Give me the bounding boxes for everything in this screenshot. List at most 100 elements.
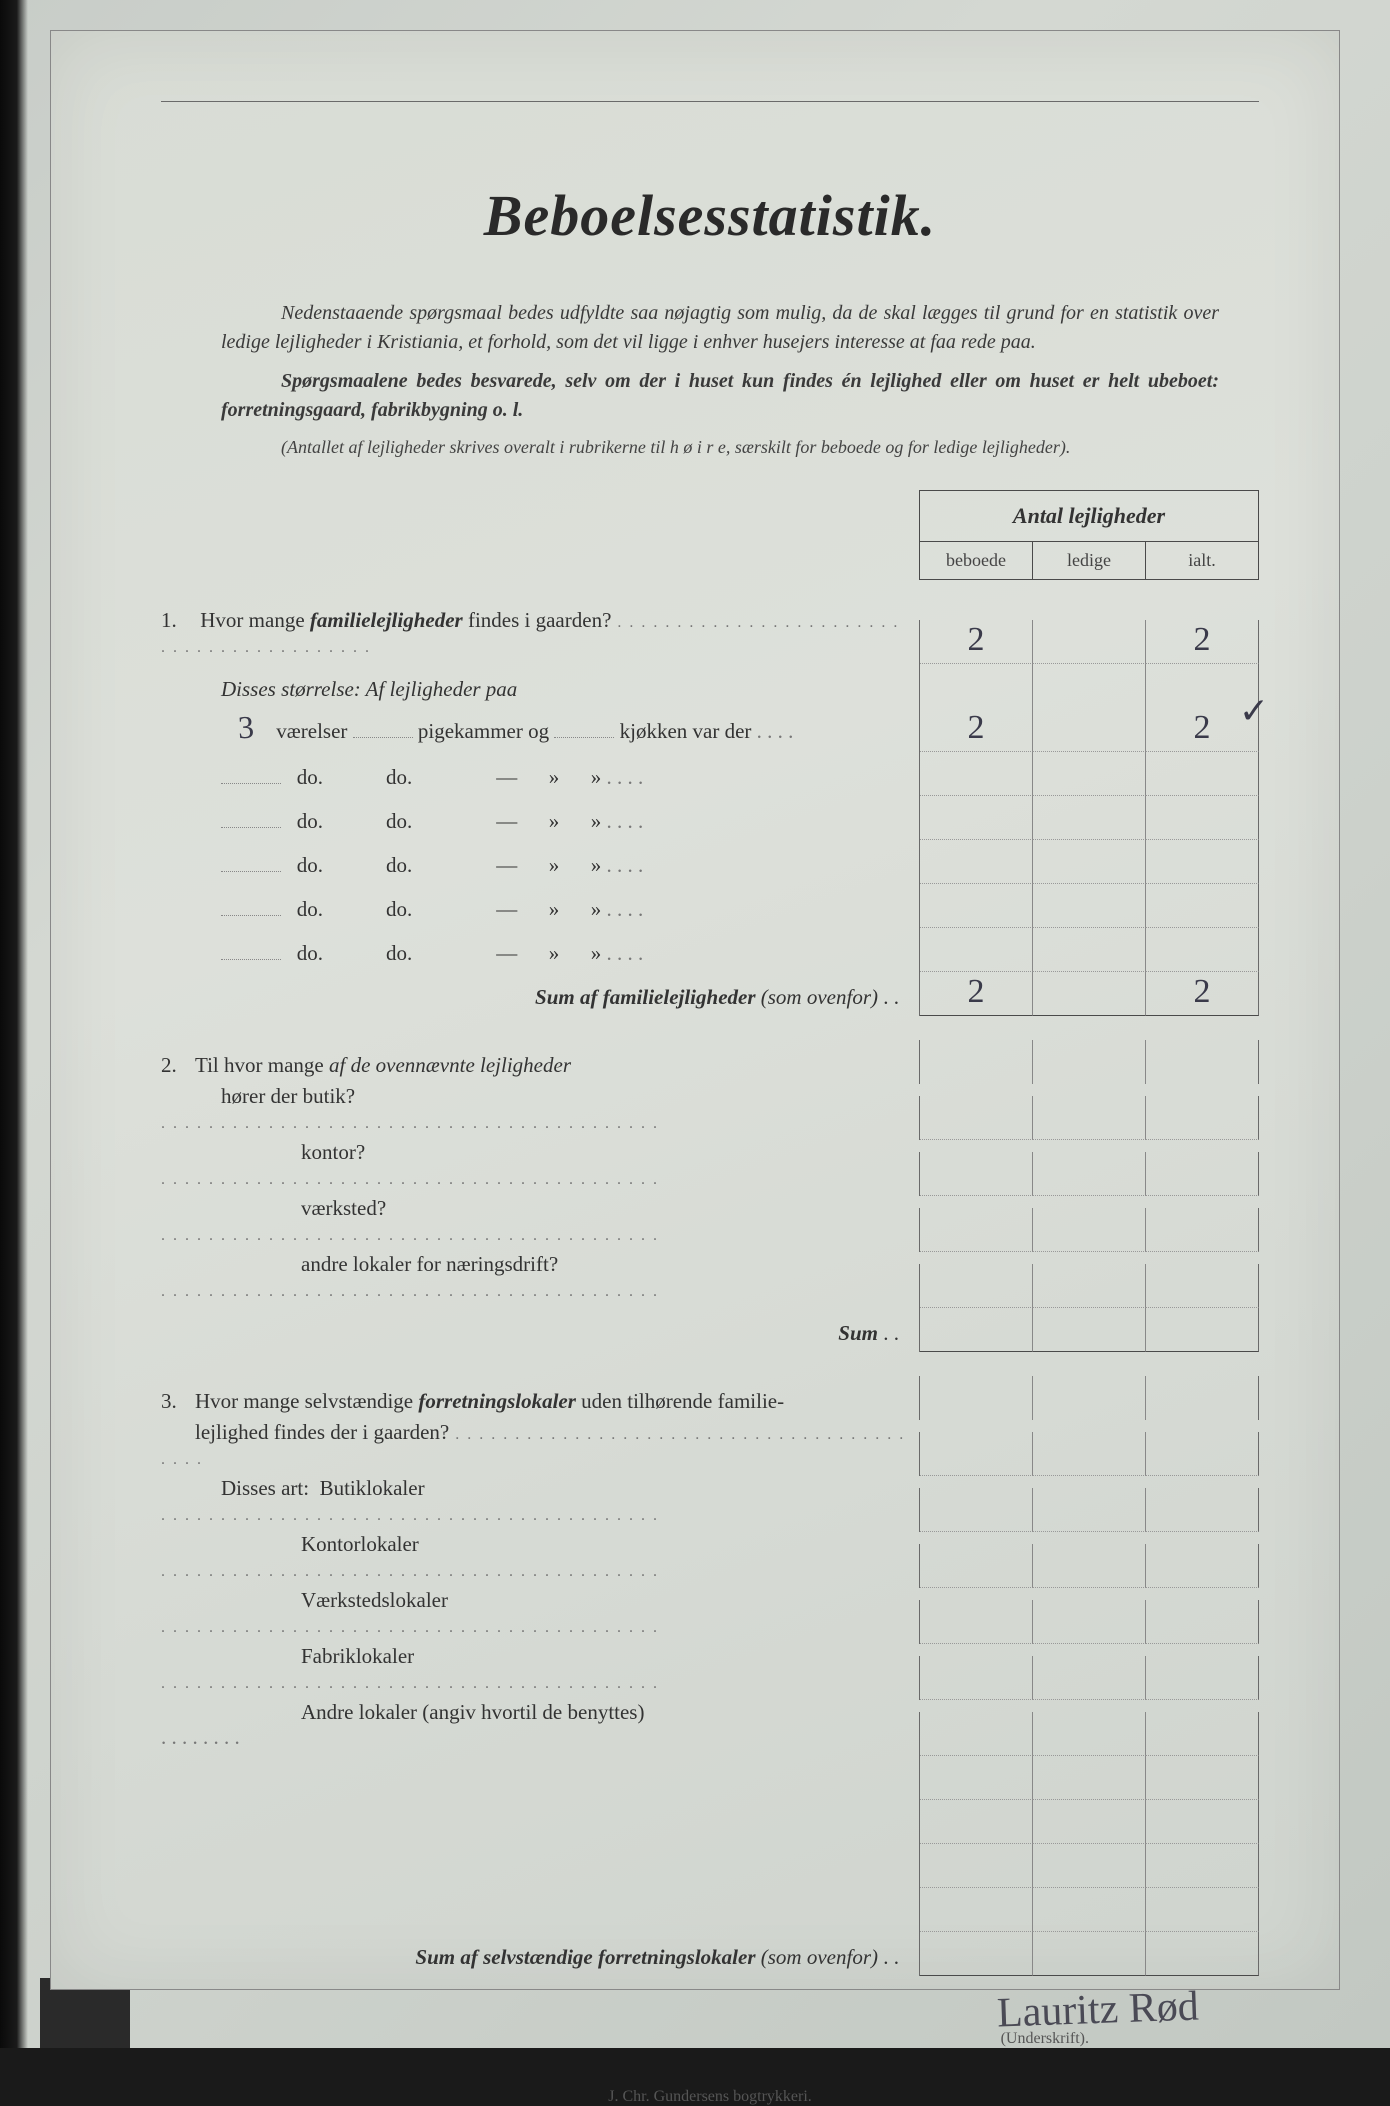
q3-sum-row: Sum af selvstændige forretningslokaler (…: [161, 1932, 1259, 1976]
intro-paragraph-1: Nedenstaaende spørgsmaal bedes udfyldte …: [221, 299, 1219, 357]
raquo-3a: »: [549, 853, 560, 877]
column-subheaders: beboede ledige ialt.: [920, 542, 1258, 579]
dash-4: —: [496, 897, 517, 921]
column-header-main: Antal lejligheder: [920, 491, 1258, 542]
raquo-4b: »: [591, 897, 602, 921]
do-3a: do.: [297, 853, 323, 877]
raquo-1b: »: [591, 765, 602, 789]
q2-text: Til hvor mange af de ovennævnte lejlighe…: [195, 1053, 571, 1077]
signature: Lauritz Rød: [996, 1983, 1199, 2038]
q3-fabrik: Fabriklokaler: [161, 1644, 1259, 1700]
rooms-ledige: [1033, 708, 1146, 752]
q1-rooms-label: 3 værelser pigekammer og kjøkken var der…: [161, 709, 919, 752]
rooms-beboede: 2: [920, 708, 1033, 752]
raquo-3b: »: [591, 853, 602, 877]
blank-row-3: [161, 1844, 1259, 1888]
table-body: 1. Hvor mange familielejligheder findes …: [161, 490, 1259, 1976]
col-beboede: beboede: [920, 542, 1033, 579]
q2-vaerksted: værksted?: [161, 1196, 1259, 1252]
q1-text-b: familielejligheder: [310, 608, 463, 632]
q1-row: 1. Hvor mange familielejligheder findes …: [161, 608, 1259, 664]
q3-sum-label: Sum af selvstændige forretningslokaler: [415, 1945, 755, 1969]
q3-text-c: uden tilhørende familie-: [576, 1389, 784, 1413]
left-edge-shadow: [0, 0, 28, 2048]
q3-butik: Disses art: Butiklokaler: [161, 1476, 1259, 1532]
do-5b: do.: [386, 941, 412, 965]
signature-area: Lauritz Rød (Underskrift).: [161, 1986, 1259, 2048]
intro-text-3: (Antallet af lejligheder skrives overalt…: [281, 437, 1070, 457]
q1-sum-row: Sum af familielejligheder (som ovenfor) …: [161, 972, 1259, 1016]
q1-sum-label: Sum af familielejligheder: [535, 985, 756, 1009]
q1-sum-ledige: [1033, 972, 1146, 1016]
page-title: Beboelsesstatistik.: [161, 182, 1259, 249]
raquo-5a: »: [549, 941, 560, 965]
q3-line-4: Andre lokaler (angiv hvortil de benyttes…: [161, 1700, 909, 1725]
q3-text-d: lejlighed findes der i gaarden?: [161, 1420, 449, 1444]
document-page: Beboelsesstatistik. Nedenstaaende spørgs…: [50, 30, 1340, 1990]
blank-row-2: [161, 1800, 1259, 1844]
do-row-4: do. do. — » » . . . .: [161, 884, 1259, 928]
q2-sum-label: Sum: [838, 1321, 878, 1345]
do-5a: do.: [297, 941, 323, 965]
q1-ledige: [1033, 620, 1146, 664]
dash-5: —: [496, 941, 517, 965]
dash-3: —: [496, 853, 517, 877]
q2-row: 2.Til hvor mange af de ovennævnte lejlig…: [161, 1040, 1259, 1084]
q1-sub: Disses størrelse: Af lejligheder paa: [221, 677, 517, 701]
col-ialt: ialt.: [1146, 542, 1258, 579]
blank-row-1: [161, 1756, 1259, 1800]
q3-text-a: Hvor mange selvstændige: [195, 1389, 418, 1413]
raquo-4a: »: [549, 897, 560, 921]
intro-text-2: Spørgsmaalene bedes besvarede, selv om d…: [221, 370, 1219, 421]
q3-line-1: Kontorlokaler: [161, 1532, 909, 1557]
do-row-3: do. do. — » » . . . .: [161, 840, 1259, 884]
q2-line-1: kontor?: [161, 1140, 909, 1165]
col-ledige: ledige: [1033, 542, 1146, 579]
q3-line-0: Butiklokaler: [320, 1476, 425, 1500]
q2-butik: hører der butik?: [161, 1084, 1259, 1140]
intro-paragraph-3: (Antallet af lejligheder skrives overalt…: [221, 435, 1219, 460]
q1-ialt: 2: [1146, 620, 1259, 664]
q1-text-a: Hvor mange: [200, 608, 310, 632]
raquo-5b: »: [591, 941, 602, 965]
handwritten-rooms: 3: [220, 708, 272, 748]
raquo-2b: »: [591, 809, 602, 833]
dash-2: —: [496, 809, 517, 833]
column-header-box: Antal lejligheder beboede ledige ialt.: [919, 490, 1259, 580]
q1-sum-suffix: (som ovenfor): [756, 985, 878, 1009]
dash-1: —: [496, 765, 517, 789]
q3-row-b: lejlighed findes der i gaarden?: [161, 1420, 1259, 1476]
q1-text-c: findes i gaarden?: [463, 608, 612, 632]
do-2b: do.: [386, 809, 412, 833]
q3-sub: Disses art:: [221, 1476, 309, 1500]
q3-vaerksted: Værkstedslokaler: [161, 1588, 1259, 1644]
do-row-2: do. do. — » » . . . .: [161, 796, 1259, 840]
do-row-5: do. do. — » » . . . .: [161, 928, 1259, 972]
do-2a: do.: [297, 809, 323, 833]
q3-sum-suffix: (som ovenfor): [756, 1945, 878, 1969]
q2-andre: andre lokaler for næringsdrift?: [161, 1252, 1259, 1308]
q1-size-row: Disses størrelse: Af lejligheder paa: [161, 664, 1259, 708]
q3-text-b: forretningslokaler: [418, 1389, 576, 1413]
q3-kontor: Kontorlokaler: [161, 1532, 1259, 1588]
checkmark-icon: ✓: [1239, 690, 1269, 732]
do-4b: do.: [386, 897, 412, 921]
form-table: Antal lejligheder beboede ledige ialt. 1…: [161, 490, 1259, 1976]
q2-line-2: værksted?: [161, 1196, 909, 1221]
do-4a: do.: [297, 897, 323, 921]
raquo-2a: »: [549, 809, 560, 833]
do-1b: do.: [386, 765, 412, 789]
q1-sum-ialt: 2: [1146, 972, 1259, 1016]
do-1a: do.: [297, 765, 323, 789]
kjokken: kjøkken var der: [620, 719, 752, 743]
intro-text-1: Nedenstaaende spørgsmaal bedes udfyldte …: [221, 302, 1219, 353]
blank-row-4: [161, 1888, 1259, 1932]
q1-beboede: 2: [920, 620, 1033, 664]
printer-line: J. Chr. Gundersens bogtrykkeri.: [161, 2088, 1259, 2106]
top-rule: [161, 101, 1259, 102]
vaerelser: værelser: [276, 719, 347, 743]
pigekammer: pigekammer og: [418, 719, 549, 743]
do-3b: do.: [386, 853, 412, 877]
q1-label: 1. Hvor mange familielejligheder findes …: [161, 608, 919, 664]
q2-line-3: andre lokaler for næringsdrift?: [161, 1252, 909, 1277]
